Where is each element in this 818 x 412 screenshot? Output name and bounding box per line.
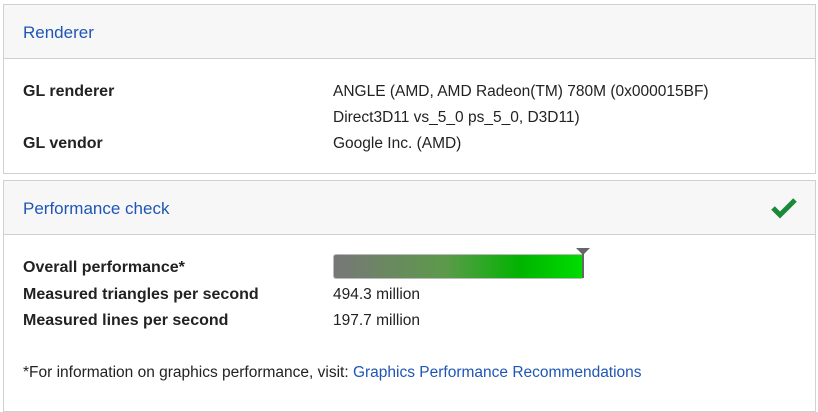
- lines-label: Measured lines per second: [23, 312, 229, 329]
- renderer-title: Renderer: [23, 23, 94, 42]
- footnote: *For information on graphics performance…: [23, 364, 642, 382]
- performance-bar: [333, 254, 584, 279]
- performance-title: Performance check: [23, 199, 170, 218]
- renderer-panel: Renderer GL renderer ANGLE (AMD, AMD Rad…: [3, 4, 816, 174]
- footnote-text: *For information on graphics performance…: [23, 364, 353, 381]
- performance-header: Performance check: [4, 181, 815, 235]
- gl-renderer-value-line1: ANGLE (AMD, AMD Radeon(TM) 780M (0x00001…: [333, 83, 709, 100]
- graphics-performance-link[interactable]: Graphics Performance Recommendations: [352, 364, 642, 381]
- triangles-label: Measured triangles per second: [23, 286, 259, 303]
- gl-vendor-value: Google Inc. (AMD): [333, 135, 462, 152]
- overall-performance-label: Overall performance*: [23, 259, 185, 276]
- gl-renderer-label: GL renderer: [23, 83, 115, 100]
- performance-marker: [582, 249, 584, 278]
- gl-renderer-value-line2: Direct3D11 vs_5_0 ps_5_0, D3D11): [333, 109, 580, 126]
- renderer-header: Renderer: [4, 5, 815, 59]
- performance-marker-arrow: [576, 248, 590, 255]
- gl-vendor-label: GL vendor: [23, 135, 103, 152]
- performance-panel: Performance check Overall performance* M…: [3, 180, 816, 412]
- triangles-value: 494.3 million: [333, 286, 421, 303]
- lines-value: 197.7 million: [333, 312, 421, 329]
- check-icon: [771, 198, 797, 219]
